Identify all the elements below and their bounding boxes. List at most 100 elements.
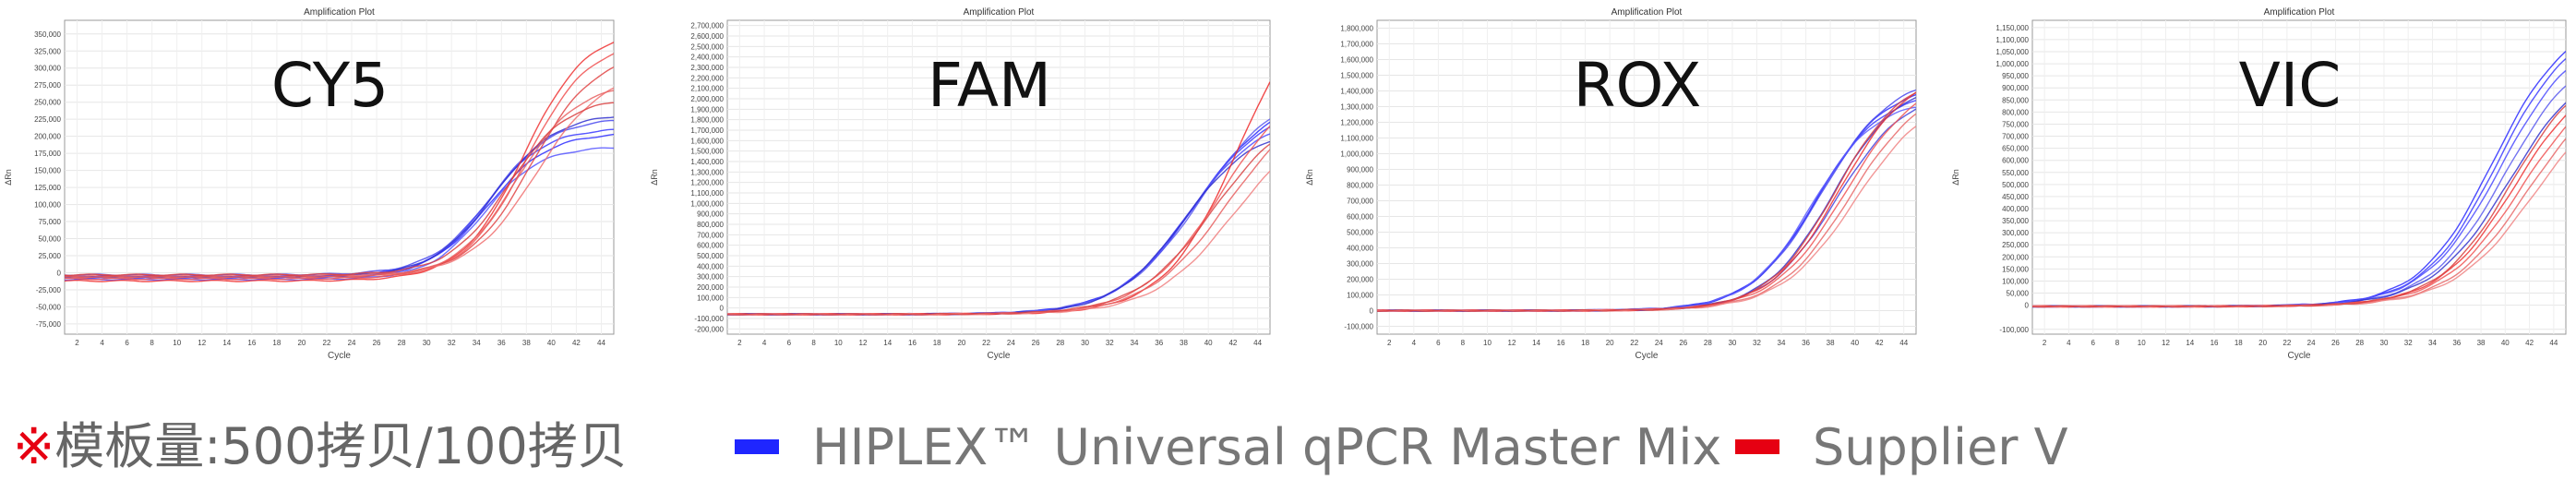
series-group [1377,89,1916,312]
x-tick-label: 4 [2067,339,2071,347]
y-tick-label: -100,000 [1999,326,2029,334]
y-tick-label: 750,000 [2002,120,2029,128]
series-line-red [65,66,614,279]
y-tick-label: 500,000 [2002,181,2029,189]
x-tick-label: 18 [933,339,941,347]
y-tick-label: 400,000 [2002,205,2029,213]
y-tick-label: 1,050,000 [1995,48,2029,56]
x-tick-label: 4 [1412,339,1417,347]
y-tick-label: 200,000 [697,283,724,292]
x-tick-label: 30 [2380,339,2389,347]
x-tick-label: 36 [1802,339,1810,347]
y-tick-label: 500,000 [697,252,724,260]
x-tick-label: 4 [100,339,104,347]
y-tick-label: 100,000 [34,201,61,210]
x-tick-label: 14 [1532,339,1540,347]
y-axis-label: ΔRn [650,169,659,186]
x-axis-label: Cycle [2287,351,2310,361]
x-tick-label: 24 [1655,339,1663,347]
channel-label: ROX [1574,50,1702,121]
x-tick-label: 12 [2162,339,2170,347]
x-tick-label: 14 [883,339,892,347]
y-tick-label: 0 [1370,307,1374,316]
x-tick-label: 14 [222,339,231,347]
y-tick-label: 400,000 [697,262,724,270]
y-tick-label: -100,000 [1344,323,1373,331]
x-tick-label: 24 [348,339,356,347]
x-tick-label: 42 [1875,339,1884,347]
series-line-red [727,143,1270,316]
x-tick-label: 2 [737,339,742,347]
x-tick-label: 20 [957,339,965,347]
series-line-red [65,53,614,281]
x-tick-label: 2 [1387,339,1392,347]
y-tick-label: 900,000 [2002,84,2029,92]
plot-area [1376,19,1917,335]
channel-label: FAM [928,50,1051,121]
y-tick-label: 600,000 [1347,213,1373,222]
x-tick-label: 32 [448,339,456,347]
y-tick-label: 2,600,000 [690,32,724,41]
x-tick-label: 12 [859,339,868,347]
y-tick-label: 1,000,000 [1340,150,1373,159]
x-tick-label: 30 [423,339,431,347]
y-tick-label: 1,100,000 [1340,135,1373,143]
y-tick-label: 2,400,000 [690,54,724,62]
y-tick-label: 1,400,000 [690,158,724,166]
x-tick-label: 24 [2307,339,2316,347]
x-tick-label: 42 [1228,339,1237,347]
y-tick-label: 1,500,000 [690,148,724,156]
y-tick-label: 2,700,000 [690,22,724,30]
x-tick-label: 24 [1007,339,1015,347]
x-tick-label: 20 [297,339,306,347]
x-tick-label: 16 [1557,339,1565,347]
x-tick-label: 26 [1032,339,1040,347]
y-tick-label: 600,000 [697,242,724,250]
y-tick-label: -100,000 [694,315,724,323]
y-tick-label: 2,300,000 [690,64,724,72]
x-tick-label: 22 [323,339,331,347]
y-tick-label: 25,000 [39,252,62,260]
legend-swatch-red [1735,439,1779,454]
x-tick-label: 16 [247,339,256,347]
chart-title: Amplification Plot [964,7,1035,18]
note-text: 模板量:500拷贝/100拷贝 [54,417,628,475]
x-tick-label: 20 [1606,339,1614,347]
x-tick-label: 2 [75,339,79,347]
y-tick-label: 300,000 [697,273,724,282]
x-tick-label: 40 [1204,339,1213,347]
y-tick-label: 1,400,000 [1340,88,1373,96]
x-tick-label: 34 [473,339,481,347]
y-tick-label: -200,000 [694,325,724,333]
y-tick-label: 300,000 [2002,229,2029,237]
y-tick-label: 650,000 [2002,145,2029,153]
x-tick-label: 42 [572,339,581,347]
chart-fam: Amplification Plot -200,000 -100,000 0 100,0… [646,0,1292,406]
x-tick-label: 14 [2186,339,2194,347]
x-tick-label: 10 [1483,339,1492,347]
chart-cy5: Amplification Plot -75,000 -50,000 -25,000 0… [0,0,637,406]
x-tick-label: 10 [834,339,843,347]
y-tick-label: 2,200,000 [690,74,724,82]
y-axis-label: ΔRn [4,169,13,186]
y-tick-label: 600,000 [2002,157,2029,165]
x-tick-label: 28 [1704,339,1712,347]
x-tick-label: 4 [762,339,767,347]
y-tick-label: 900,000 [1347,166,1373,174]
x-tick-label: 32 [2404,339,2413,347]
y-tick-label: 700,000 [1347,198,1373,206]
x-tick-label: 44 [1899,339,1908,347]
x-tick-label: 16 [2211,339,2219,347]
y-tick-label: 150,000 [34,167,61,175]
y-tick-label: 800,000 [2002,108,2029,116]
x-tick-label: 10 [2138,339,2146,347]
y-tick-label: 1,700,000 [1340,41,1373,49]
x-tick-label: 40 [2501,339,2510,347]
x-axis-label: Cycle [987,351,1010,361]
series-line-red [1377,91,1916,312]
plot-area [726,19,1271,335]
y-tick-label: 0 [57,269,62,277]
x-tick-label: 26 [1679,339,1687,347]
note-mark: ※ [13,417,55,475]
y-tick-label: -50,000 [36,303,62,311]
